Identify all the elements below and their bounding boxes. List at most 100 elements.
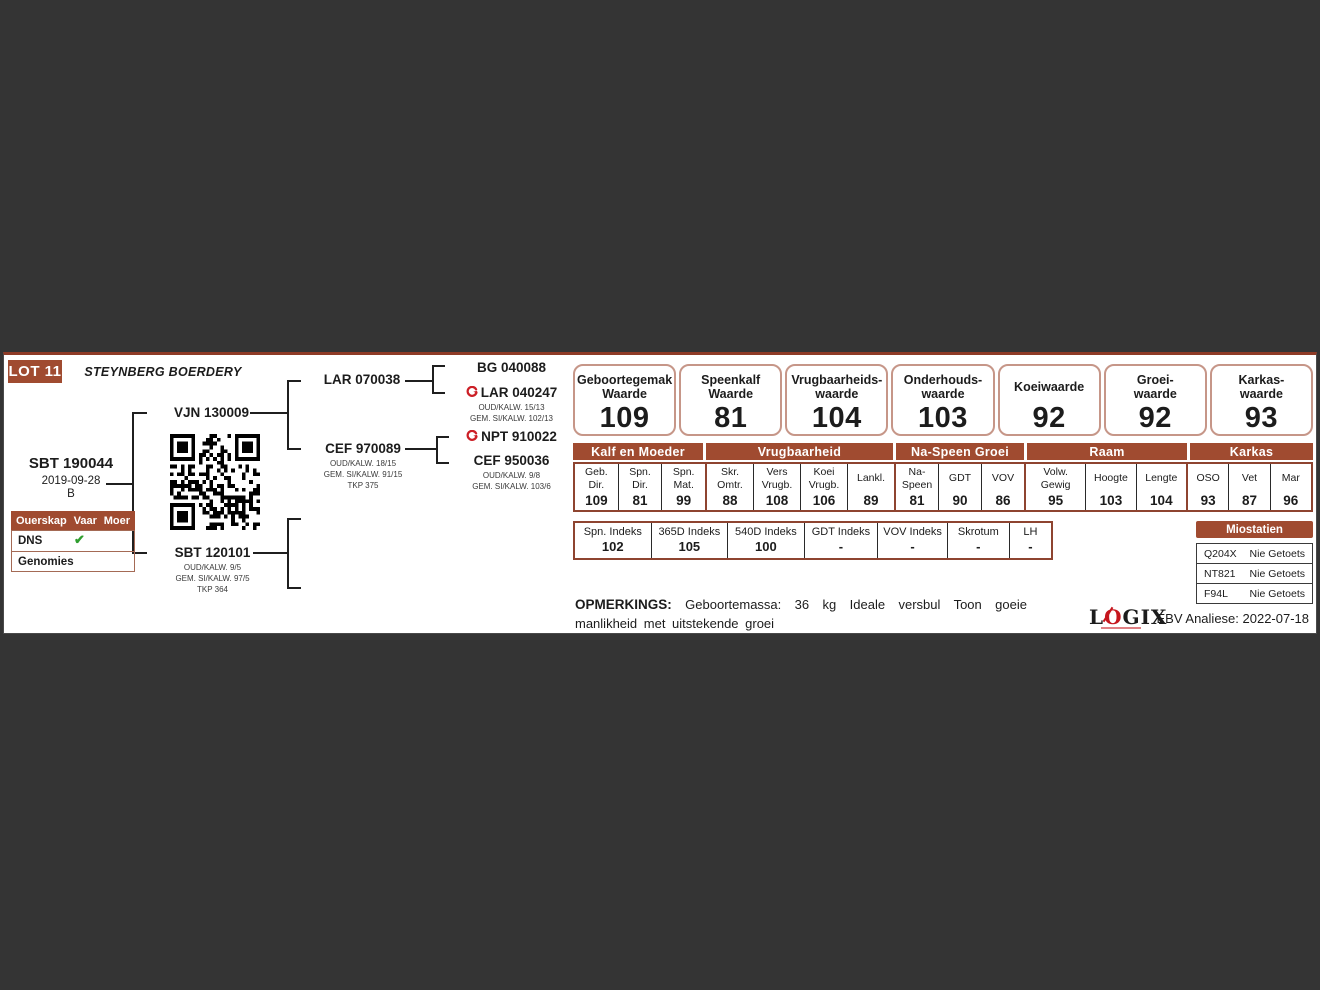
remarks: OPMERKINGS: Geboortemassa: 36 kg Ideale … bbox=[575, 595, 1027, 634]
sire-sire-id: LAR 070038 bbox=[323, 372, 401, 387]
value-box-label: Speenkalf bbox=[701, 373, 761, 387]
logo-letter-o: O bbox=[1104, 605, 1123, 629]
value-box-karkas: Karkas-waarde 93 bbox=[1209, 364, 1313, 436]
ebv-cell: Hoogte 103 bbox=[1085, 464, 1135, 510]
pedigree-line bbox=[106, 483, 134, 485]
index-label: 365D Indeks bbox=[658, 526, 721, 538]
parentage-box: Ouerskap Vaar Moer DNS ✔ Genomies bbox=[11, 511, 135, 572]
ebv-cell-value: 95 bbox=[1048, 493, 1064, 508]
ebv-group-na-speen-groei: Na- Speen 81 GDT 90 VOV 86 bbox=[894, 464, 1024, 510]
sire-dam-detail: TKP 375 bbox=[347, 480, 379, 490]
pedigree-line bbox=[250, 412, 288, 414]
gene-name: NT821 bbox=[1204, 567, 1236, 580]
ebv-cell-label: VOV bbox=[991, 472, 1015, 485]
value-box-label: Geboortegemak bbox=[576, 373, 673, 387]
value-box-label: Waarde bbox=[602, 387, 647, 401]
ebv-cell-value: 81 bbox=[632, 493, 648, 508]
index-label: LH bbox=[1023, 526, 1038, 538]
parentage-title: Ouerskap bbox=[16, 514, 67, 527]
catalog-card: LOT 11 STEYNBERG BOERDERY SBT 190044 201… bbox=[3, 352, 1317, 634]
ebv-cell: OSO 93 bbox=[1188, 464, 1228, 510]
sire-sire-block: LAR 070038 bbox=[297, 372, 427, 388]
ebv-cell-label: Omtr. bbox=[717, 478, 743, 491]
qr-code bbox=[170, 434, 260, 530]
value-box-value: 109 bbox=[599, 402, 650, 434]
pedigree-line bbox=[287, 380, 289, 450]
index-cell: 365D Indeks 105 bbox=[650, 523, 728, 558]
value-box-label: waarde bbox=[921, 387, 965, 401]
ebv-cell-label: Mat. bbox=[673, 478, 694, 491]
ebv-cell: Geb. Dir. 109 bbox=[575, 464, 618, 510]
ebv-cell-value: 108 bbox=[765, 493, 789, 508]
ebv-cell-label: Spn. bbox=[629, 466, 651, 479]
value-box-koeiwaarde: Koeiwaarde 92 bbox=[997, 364, 1101, 436]
pedigree-line bbox=[405, 380, 434, 382]
sire-dam-dam-id: CEF 950036 bbox=[473, 453, 550, 468]
dam-detail: TKP 364 bbox=[197, 584, 228, 594]
genomic-icon bbox=[466, 385, 478, 398]
ebv-cell-label: Skr. bbox=[720, 466, 740, 479]
ebv-cell: GDT 90 bbox=[938, 464, 981, 510]
value-box-label: Onderhouds- bbox=[903, 373, 983, 387]
ebv-cell-label: Vrugb. bbox=[808, 478, 840, 491]
value-box-vrugbaarheid: Vrugbaarheids-waarde 104 bbox=[785, 364, 889, 436]
sire-id: VJN 130009 bbox=[173, 405, 250, 420]
sire-dam-dam-detail: GEM. SI/KALW. 103/6 bbox=[472, 481, 551, 491]
ebv-cell: Skr. Omtr. 88 bbox=[707, 464, 753, 510]
ebv-cell-label: Speen bbox=[901, 478, 933, 491]
value-box-label: Karkas- bbox=[1238, 373, 1285, 387]
ebv-cell-label: OSO bbox=[1196, 472, 1220, 485]
ebv-cell-value: 81 bbox=[909, 493, 925, 508]
section-header: Vrugbaarheid bbox=[706, 443, 893, 460]
ebv-cell-value: 90 bbox=[952, 493, 968, 508]
section-header: Raam bbox=[1027, 443, 1187, 460]
pedigree-line bbox=[436, 462, 449, 464]
pedigree-line bbox=[287, 518, 289, 589]
sire-dam-detail: GEM. SI/KALW. 91/15 bbox=[323, 469, 403, 479]
ebv-group-karkas: OSO 93 Vet 87 Mar 96 bbox=[1186, 464, 1311, 510]
ebv-cell-value: 104 bbox=[1150, 493, 1173, 508]
index-label: Skrotum bbox=[957, 526, 999, 538]
genomic-icon bbox=[466, 429, 478, 442]
ebv-cell-label: Geb. bbox=[584, 466, 608, 479]
ebv-cell-value: 103 bbox=[1099, 493, 1123, 508]
value-box-groei: Groei-waarde 92 bbox=[1103, 364, 1207, 436]
index-value: - bbox=[976, 539, 981, 554]
sire-dam-id: CEF 970089 bbox=[325, 441, 401, 456]
parentage-row-genomies: Genomies bbox=[12, 551, 134, 571]
pedigree-line bbox=[287, 587, 301, 589]
ebv-cell-label: Na- bbox=[908, 466, 926, 479]
value-box-label: Koeiwaarde bbox=[1014, 380, 1085, 394]
ebv-cell-label: Spn. bbox=[672, 466, 695, 479]
sire-dam-sire-id: NPT 910022 bbox=[481, 429, 557, 444]
ebv-cell: Volw. Gewig 95 bbox=[1026, 464, 1085, 510]
pedigree-line bbox=[432, 365, 445, 367]
ebv-cell-label: Gewig bbox=[1040, 478, 1071, 491]
miostatien-row: F94L Nie Getoets bbox=[1197, 583, 1312, 603]
ebv-cell: Spn. Dir. 81 bbox=[617, 464, 662, 510]
ebv-cell-value: 109 bbox=[585, 493, 608, 508]
ebv-cell-label: Mar bbox=[1281, 472, 1300, 485]
parentage-col-sire: Vaar bbox=[73, 514, 97, 527]
gene-result: Nie Getoets bbox=[1249, 567, 1305, 580]
ebv-cell-value: 86 bbox=[995, 493, 1011, 508]
ebv-cell-label: Dir. bbox=[588, 478, 605, 491]
animal-sex: B bbox=[67, 488, 75, 501]
pedigree-line bbox=[436, 436, 438, 464]
dam-detail: GEM. SI/KALW. 97/5 bbox=[175, 573, 250, 583]
sire-block: VJN 130009 bbox=[146, 405, 277, 421]
ebv-cell-value: 89 bbox=[863, 493, 879, 508]
great-grandparent-block: NPT 910022 bbox=[444, 429, 579, 445]
ebv-cell-label: Vet bbox=[1241, 472, 1258, 485]
pedigree-line bbox=[132, 412, 147, 414]
ebv-group-vrugbaarheid: Skr. Omtr. 88 Vers Vrugb. 108 Koei Vrugb. 106 … bbox=[705, 464, 894, 510]
index-value: 100 bbox=[755, 539, 777, 554]
parentage-row-dns: DNS ✔ bbox=[12, 531, 134, 551]
gene-name: Q204X bbox=[1204, 547, 1237, 560]
section-header: Kalf en Moeder bbox=[573, 443, 703, 460]
ebv-cell: Lankl. 89 bbox=[847, 464, 894, 510]
parentage-header: Ouerskap Vaar Moer bbox=[11, 511, 135, 530]
miostatien-header: Miostatien bbox=[1196, 521, 1313, 538]
ebv-cell: Koei Vrugb. 106 bbox=[800, 464, 847, 510]
index-cell: VOV Indeks - bbox=[877, 523, 947, 558]
